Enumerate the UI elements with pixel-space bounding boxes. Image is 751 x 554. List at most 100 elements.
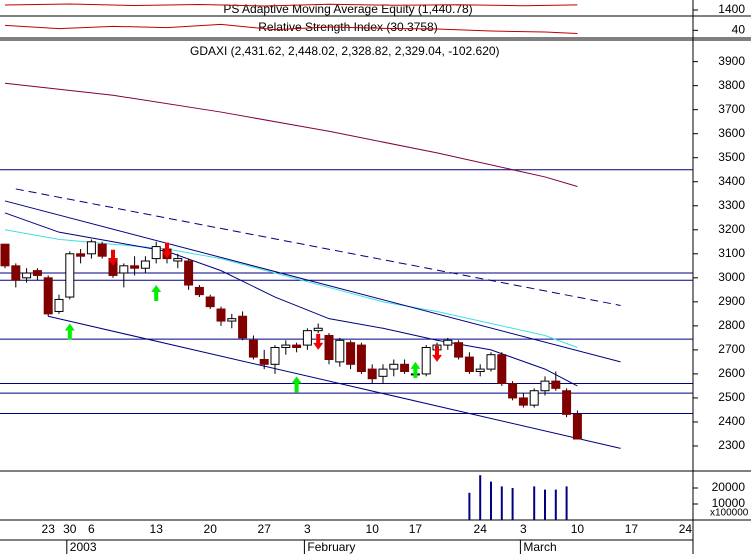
candle-body [486, 354, 496, 370]
y-tick-label: 2500 [718, 390, 745, 404]
x-tick-label: 27 [258, 522, 272, 536]
y-tick-label: 40 [732, 23, 746, 37]
candle-body [497, 354, 507, 385]
candle-body [335, 339, 345, 363]
overlay-line [4, 212, 578, 387]
buy-arrow [291, 376, 302, 393]
candle-body [389, 363, 399, 370]
candle-body [248, 339, 258, 358]
y-tick-label: 1400 [718, 2, 745, 16]
candle-body [270, 346, 280, 365]
x-tick-label: 13 [150, 522, 164, 536]
y-tick-label: 2400 [718, 414, 745, 428]
y-tick-label: 3400 [718, 174, 745, 188]
y-tick-label: 3500 [718, 150, 745, 164]
candle-body [421, 346, 431, 375]
buy-arrow [64, 323, 75, 340]
candle-body [454, 342, 464, 358]
y-tick-label: 3000 [718, 270, 745, 284]
candle-body [400, 363, 410, 373]
candle-body [572, 413, 582, 440]
volume-unit: x100000 [710, 508, 749, 519]
candle-body [43, 277, 53, 315]
chart-title: GDAXI (2,431.62, 2,448.02, 2,328.82, 2,3… [190, 44, 500, 58]
y-tick-label: 2800 [718, 318, 745, 332]
x-tick-label: 10 [571, 522, 585, 536]
rsi-line [4, 23, 578, 35]
overlay-line [15, 188, 621, 306]
candle-body [130, 265, 140, 269]
candle-body [540, 380, 550, 392]
overlay-line [4, 82, 578, 188]
y-tick-label: 2900 [718, 294, 745, 308]
candle-body [281, 344, 291, 348]
candle-body [367, 368, 377, 380]
candle-body [464, 356, 474, 373]
candle-body [76, 253, 86, 257]
x-tick-label: 24 [474, 522, 488, 536]
sell-arrow [432, 345, 442, 362]
x-tick-label: 3 [304, 522, 311, 536]
x-tick-label: 3 [520, 522, 527, 536]
candle-body [97, 243, 107, 257]
candle-body [54, 298, 64, 312]
candle-body [356, 344, 366, 373]
y-tick-label: 3200 [718, 222, 745, 236]
sell-arrow [108, 249, 118, 266]
candle-body [302, 330, 312, 346]
candle-body [194, 286, 204, 296]
y-tick-label: 3100 [718, 246, 745, 260]
y-tick-label: 2600 [718, 366, 745, 380]
x-tick-label: 6 [88, 522, 95, 536]
candle-body [551, 380, 561, 389]
candle-body [184, 260, 194, 286]
overlay-line [4, 200, 621, 363]
buy-arrow [410, 361, 421, 378]
candle-body [227, 318, 237, 322]
sell-arrow [162, 242, 172, 259]
x-tick-label: 17 [625, 522, 639, 536]
month-label: February [307, 540, 355, 554]
candle-body [562, 390, 572, 415]
candle-body [313, 327, 323, 332]
candle-body [259, 358, 269, 365]
y-tick-label: 3800 [718, 78, 745, 92]
overlay-line [48, 315, 621, 449]
y-tick-label: 3900 [718, 54, 745, 68]
candle-body [11, 265, 21, 281]
y-tick-label: 3600 [718, 126, 745, 140]
x-tick-label: 17 [409, 522, 423, 536]
buy-arrow [151, 285, 162, 302]
equity-line [4, 3, 578, 7]
candle-body [173, 258, 183, 262]
candle-body [119, 265, 129, 274]
candle-body [140, 260, 150, 269]
candle-body [518, 397, 528, 406]
overlay-line [4, 229, 578, 348]
candle-body [32, 270, 42, 276]
y-tick-label: 20000 [712, 480, 746, 494]
candle-body [205, 296, 215, 308]
candle-body [508, 383, 518, 399]
month-label: March [523, 540, 556, 554]
x-tick-label: 20 [204, 522, 218, 536]
y-tick-label: 3300 [718, 198, 745, 212]
x-tick-label: 24 [679, 522, 693, 536]
x-tick-label: 10 [366, 522, 380, 536]
candle-body [324, 334, 334, 360]
x-tick-label: 30 [63, 522, 77, 536]
candle-body [151, 246, 161, 260]
sell-arrow [313, 333, 324, 350]
candle-body [65, 253, 75, 298]
candle-body [86, 241, 96, 255]
y-tick-label: 2700 [718, 342, 745, 356]
month-label: 2003 [70, 540, 97, 554]
candle-body [378, 368, 388, 377]
candle-body [529, 390, 539, 406]
y-tick-label: 3700 [718, 102, 745, 116]
y-tick-label: 2300 [718, 438, 745, 452]
candle-body [292, 344, 302, 348]
candle-body [0, 243, 10, 267]
